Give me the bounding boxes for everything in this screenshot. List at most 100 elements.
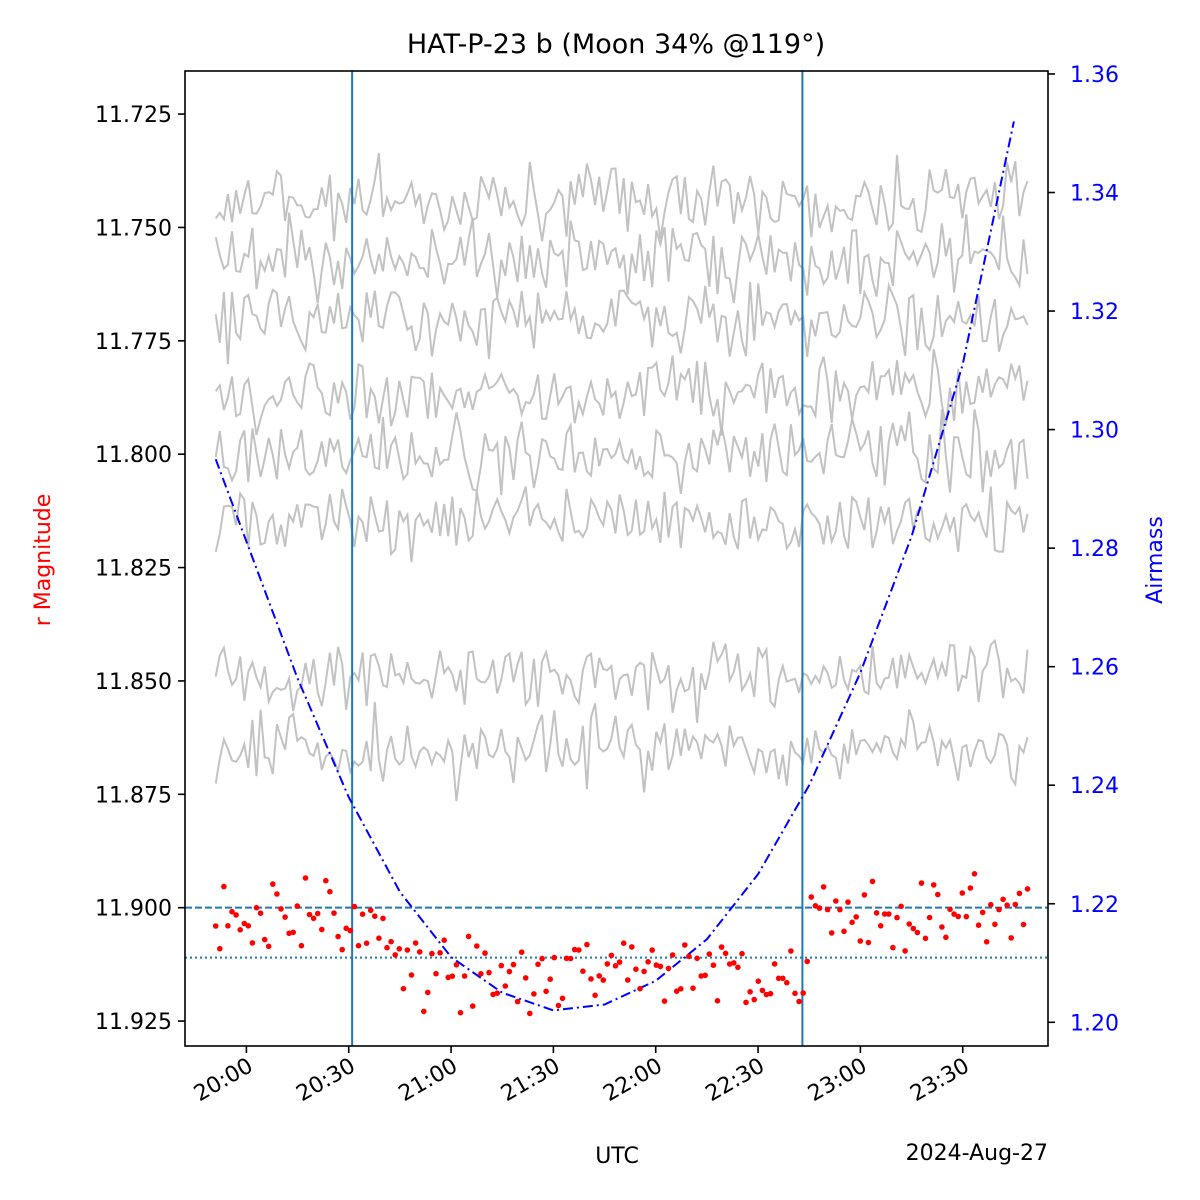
- target-point: [820, 884, 827, 890]
- target-point: [539, 955, 545, 962]
- target-point: [257, 910, 264, 916]
- target-point: [412, 940, 419, 946]
- y2-tick-label: 1.24: [1070, 774, 1119, 799]
- y2-tick-label: 1.30: [1070, 419, 1119, 444]
- target-point: [302, 875, 309, 881]
- target-point: [930, 882, 937, 888]
- target-point: [788, 948, 794, 954]
- y2-axis-label: Airmass: [1143, 516, 1168, 604]
- target-point: [527, 1010, 533, 1017]
- target-point: [796, 998, 802, 1005]
- target-point: [543, 988, 549, 995]
- target-point: [376, 935, 382, 941]
- y-tick-label: 11.775: [95, 330, 172, 355]
- target-point: [331, 910, 337, 916]
- target-point: [837, 906, 843, 913]
- target-point: [270, 881, 276, 887]
- target-point: [935, 891, 941, 898]
- target-point: [735, 964, 741, 971]
- target-point: [343, 925, 350, 932]
- target-point: [894, 914, 900, 921]
- y-tick-label: 11.750: [95, 216, 172, 241]
- target-point: [608, 952, 615, 959]
- target-point: [690, 985, 696, 991]
- y2-tick-label: 1.28: [1070, 537, 1119, 562]
- target-point: [967, 885, 974, 891]
- target-point: [237, 927, 243, 933]
- target-point: [861, 892, 868, 898]
- target-point: [404, 947, 411, 953]
- target-point: [747, 989, 753, 995]
- target-point: [975, 922, 982, 928]
- target-point: [873, 910, 880, 916]
- target-point: [453, 962, 460, 968]
- target-point: [502, 983, 509, 989]
- target-point: [661, 998, 668, 1004]
- target-point: [673, 988, 680, 994]
- target-point: [225, 923, 231, 929]
- airmass-curve: [214, 121, 1015, 1012]
- target-point: [576, 947, 582, 953]
- target-point: [522, 975, 529, 981]
- target-point: [388, 938, 394, 945]
- y2-tick-label: 1.32: [1070, 300, 1119, 325]
- target-point: [396, 946, 403, 952]
- target-point: [649, 947, 655, 953]
- target-point: [902, 948, 908, 954]
- target-point: [739, 950, 745, 957]
- target-point: [449, 973, 456, 979]
- y-tick-label: 11.925: [95, 1010, 172, 1035]
- target-point: [314, 910, 321, 917]
- target-point: [363, 940, 370, 946]
- target-point: [351, 903, 358, 910]
- target-point: [1008, 935, 1014, 941]
- target-point: [498, 962, 505, 969]
- target-point: [323, 877, 329, 884]
- target-point: [229, 908, 235, 915]
- target-point: [898, 903, 904, 910]
- target-point: [906, 921, 912, 927]
- date-label: 2024-Aug-27: [906, 1141, 1048, 1166]
- target-point: [828, 930, 835, 936]
- target-point: [759, 987, 766, 994]
- target-point: [767, 990, 774, 997]
- target-point: [731, 960, 737, 966]
- target-point: [751, 996, 757, 1003]
- target-point: [221, 883, 227, 890]
- target-point: [710, 962, 717, 968]
- target-point: [694, 955, 700, 962]
- target-point: [1016, 890, 1023, 897]
- target-point: [335, 933, 341, 940]
- target-point: [584, 941, 590, 948]
- target-point: [478, 971, 484, 977]
- target-point: [290, 929, 297, 936]
- target-point: [959, 890, 966, 896]
- target-point: [245, 923, 252, 929]
- target-point: [722, 950, 729, 957]
- target-point: [612, 963, 619, 969]
- target-point: [474, 943, 480, 949]
- target-point: [804, 958, 810, 965]
- target-point: [682, 942, 688, 948]
- target-point: [620, 940, 627, 946]
- target-point: [518, 949, 525, 955]
- target-point: [482, 950, 488, 956]
- target-point: [433, 970, 439, 977]
- target-point: [624, 977, 631, 983]
- comparison-star-line-3: [214, 281, 1029, 365]
- target-point: [461, 973, 468, 979]
- y-tick-label: 11.875: [95, 783, 172, 808]
- target-point: [1020, 921, 1027, 928]
- target-point: [514, 998, 521, 1005]
- target-point: [853, 914, 859, 920]
- target-point: [506, 968, 513, 975]
- target-point: [384, 944, 390, 951]
- target-point: [535, 961, 541, 968]
- target-point: [988, 901, 994, 908]
- target-point: [955, 913, 961, 920]
- target-point: [596, 973, 602, 979]
- target-point: [816, 905, 823, 911]
- x-axis-label: UTC: [595, 1144, 639, 1169]
- target-point: [979, 909, 986, 916]
